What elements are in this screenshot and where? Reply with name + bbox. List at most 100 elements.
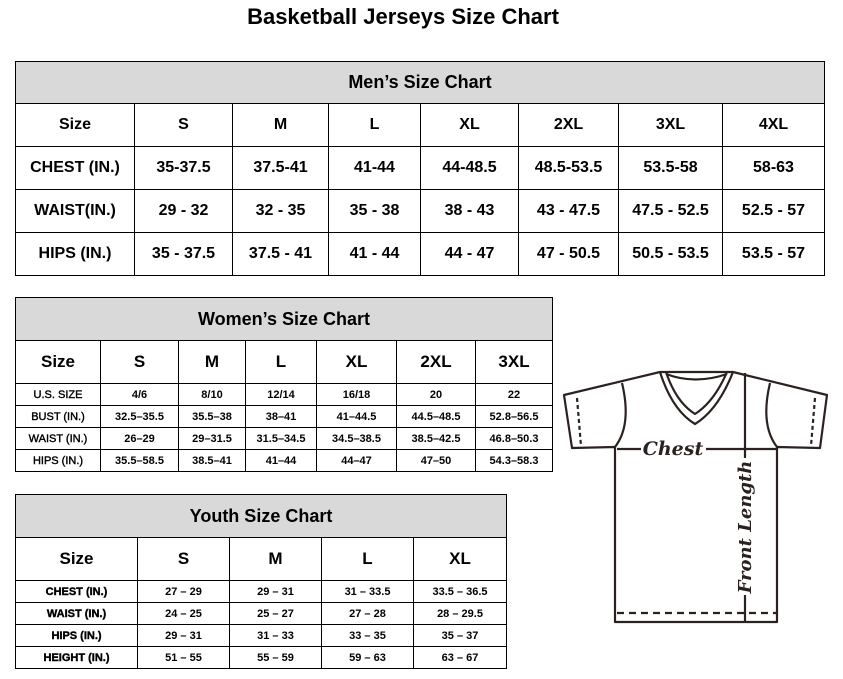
table-cell: 44.5–48.5 [396, 405, 476, 428]
table-cell: 35 – 37 [412, 624, 508, 647]
table-cell: 20 [396, 383, 476, 406]
row-label: CHEST (IN.) [15, 580, 138, 603]
table-cell: 37.5-41 [232, 146, 329, 190]
table-cell: 26–29 [100, 427, 179, 450]
table-cell: 12/14 [245, 383, 317, 406]
chest-label: Chest [643, 438, 704, 460]
youth-size-table: Youth Size Chart Size S M L XL CHEST (IN.) 27 … [14, 494, 508, 669]
table-cell: 35 - 38 [328, 189, 421, 233]
table-cell: 46.8–50.3 [474, 427, 554, 450]
table-cell: 44 - 47 [420, 232, 519, 276]
table-cell: 47.5 - 52.5 [618, 189, 723, 233]
size-column-header: 3XL [474, 340, 554, 384]
size-header: Size [15, 103, 135, 147]
row-label: U.S. SIZE [15, 383, 101, 406]
table-cell: 41-44 [328, 146, 421, 190]
row-label: WAIST(IN.) [15, 189, 135, 233]
table-cell: 24 – 25 [137, 602, 230, 625]
row-label: BUST (IN.) [15, 405, 101, 428]
collar-outer [658, 370, 735, 426]
table-cell: 63 – 67 [412, 646, 508, 669]
row-label: HIPS (IN.) [15, 624, 138, 647]
size-column-header: M [178, 340, 246, 384]
table-cell: 33 – 35 [321, 624, 414, 647]
size-column-header: M [229, 537, 322, 581]
table-cell: 34.5–38.5 [316, 427, 397, 450]
table-cell: 53.5-58 [618, 146, 723, 190]
size-column-header: 3XL [618, 103, 723, 147]
table-cell: 31.5–34.5 [245, 427, 317, 450]
table-cell: 27 – 28 [321, 602, 414, 625]
table-cell: 29–31.5 [178, 427, 246, 450]
table-cell: 38 - 43 [420, 189, 519, 233]
row-label: WAIST (IN.) [15, 427, 101, 450]
size-column-header: M [232, 103, 329, 147]
mens-caption: Men’s Size Chart [15, 61, 825, 104]
front-length-label: Front Length [735, 461, 756, 595]
table-cell: 31 – 33.5 [321, 580, 414, 603]
size-column-header: XL [412, 537, 508, 581]
header-row: Size S M L XL 2XL 3XL 4XL [15, 103, 825, 147]
row-label: HIPS (IN.) [15, 232, 135, 276]
size-column-header: S [137, 537, 230, 581]
right-sleeve-hem [809, 397, 817, 447]
collar-inner [664, 371, 729, 416]
youth-caption: Youth Size Chart [14, 494, 508, 538]
table-row: U.S. SIZE 4/6 8/10 12/14 16/18 20 22 [15, 383, 554, 406]
table-cell: 16/18 [316, 383, 397, 406]
table-row: CHEST (IN.) 27 – 29 29 – 31 31 – 33.5 33.5 –… [15, 580, 508, 603]
size-column-header: 2XL [518, 103, 619, 147]
table-cell: 29 - 32 [134, 189, 233, 233]
table-cell: 31 – 33 [229, 624, 322, 647]
table-cell: 44–47 [316, 449, 397, 472]
table-cell: 35-37.5 [134, 146, 233, 190]
table-cell: 58-63 [722, 146, 825, 190]
row-label: HIPS (IN.) [15, 449, 101, 472]
table-row: HIPS (IN.) 29 – 31 31 – 33 33 – 35 35 – 37 [15, 624, 508, 647]
header-row: Size S M L XL 2XL 3XL [15, 340, 554, 384]
table-cell: 41–44 [245, 449, 317, 472]
table-cell: 52.8–56.5 [474, 405, 554, 428]
table-cell: 32 - 35 [232, 189, 329, 233]
table-cell: 38.5–42.5 [396, 427, 476, 450]
row-label: CHEST (IN.) [15, 146, 135, 190]
table-cell: 52.5 - 57 [722, 189, 825, 233]
right-armhole [765, 382, 778, 448]
table-cell: 41 - 44 [328, 232, 421, 276]
table-cell: 27 – 29 [137, 580, 230, 603]
table-cell: 44-48.5 [420, 146, 519, 190]
table-cell: 43 - 47.5 [518, 189, 619, 233]
size-column-header: S [134, 103, 233, 147]
table-cell: 48.5-53.5 [518, 146, 619, 190]
left-armhole [614, 382, 627, 448]
table-cell: 8/10 [178, 383, 246, 406]
table-cell: 29 – 31 [229, 580, 322, 603]
table-cell: 35.5–38 [178, 405, 246, 428]
table-cell: 22 [474, 383, 554, 406]
row-label: WAIST (IN.) [15, 602, 138, 625]
table-row: HIPS (IN.) 35 - 37.5 37.5 - 41 41 - 44 44 - … [15, 232, 825, 276]
size-column-header: L [328, 103, 421, 147]
womens-caption: Women’s Size Chart [14, 297, 554, 341]
table-cell: 28 – 29.5 [412, 602, 508, 625]
size-column-header: XL [420, 103, 519, 147]
table-cell: 38.5–41 [178, 449, 246, 472]
table-cell: 29 – 31 [137, 624, 230, 647]
womens-size-table: Women’s Size Chart Size S M L XL 2XL 3XL U.S. S… [14, 297, 554, 472]
table-cell: 54.3–58.3 [474, 449, 554, 472]
header-row: Size S M L XL [15, 537, 508, 581]
table-cell: 53.5 - 57 [722, 232, 825, 276]
table-cell: 33.5 – 36.5 [412, 580, 508, 603]
table-cell: 55 – 59 [229, 646, 322, 669]
table-row: HIPS (IN.) 35.5–58.5 38.5–41 41–44 44–47 47–5… [15, 449, 554, 472]
table-row: CHEST (IN.) 35-37.5 37.5-41 41-44 44-48.5 48.… [15, 146, 825, 190]
size-column-header: L [245, 340, 317, 384]
table-cell: 50.5 - 53.5 [618, 232, 723, 276]
page-title: Basketball Jerseys Size Chart [247, 4, 559, 29]
shirt-outline [562, 370, 829, 624]
table-cell: 32.5–35.5 [100, 405, 179, 428]
table-cell: 4/6 [100, 383, 179, 406]
size-column-header: XL [316, 340, 397, 384]
table-row: HEIGHT (IN.) 51 – 55 55 – 59 59 – 63 63 – 67 [15, 646, 508, 669]
table-cell: 47–50 [396, 449, 476, 472]
